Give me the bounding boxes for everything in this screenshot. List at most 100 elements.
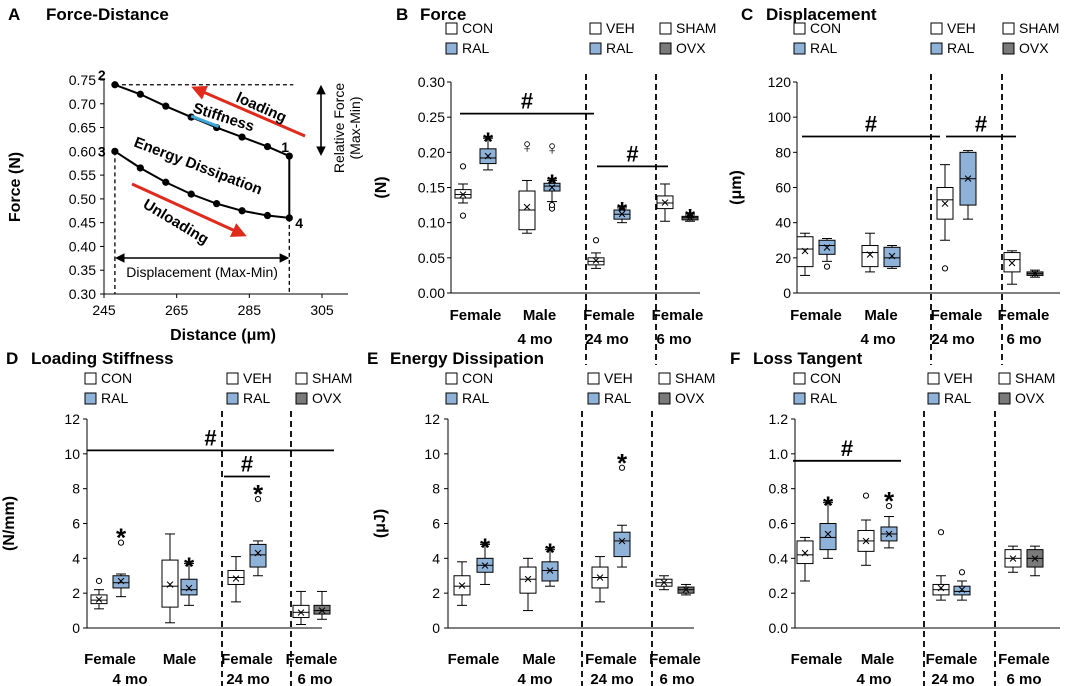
legend-label: SHAM [1019,20,1059,36]
category-label: Male [864,307,897,324]
legend-label: RAL [944,390,971,406]
box-sham [1003,252,1021,273]
legend-label: RAL [243,390,270,406]
box-ral [479,148,497,165]
panel-title: Energy Dissipation [390,349,544,368]
mean-marker: × [618,206,627,223]
box-con [796,236,814,268]
category-label: Female [84,651,136,668]
mean-marker: × [546,563,555,580]
legend-swatch [84,372,97,385]
outlier-point [548,201,556,209]
legend-label: RAL [810,40,837,56]
legend-swatch [589,42,602,55]
panel-title: Force-Distance [46,5,169,24]
category-label: Male [523,307,556,324]
y-tick-label: 1.2 [769,411,789,427]
age-label: 24 mo [931,331,974,348]
mean-marker: × [254,545,263,562]
x-tick-label: 285 [238,302,262,318]
box-ral [543,182,561,192]
y-tick-label: 0.75 [69,72,96,88]
legend-label: CON [810,370,841,386]
outlier-point [937,529,945,536]
age-label: 4 mo [856,671,891,686]
data-point [111,147,119,155]
category-label: Female [926,651,978,668]
outlier-point [823,263,831,270]
panel-letter: E [367,349,378,368]
legend-swatch [1002,42,1015,55]
significance-star: * [116,523,127,553]
mean-marker: × [95,591,104,608]
significance-star: * [685,203,696,233]
mean-marker: × [548,180,557,197]
outlier-point [618,464,626,471]
y-tick-label: 0 [783,285,791,301]
legend-swatch [793,22,806,35]
panel-d: D Loading StiffnessCONRALVEHRALSHAMOVX024… [1,349,352,686]
mean-marker: × [823,239,832,256]
legend-label: SHAM [676,20,716,36]
legend-label: CON [462,20,493,36]
unloading-arrow [131,182,247,237]
data-point [263,211,272,220]
panel-title: Displacement [766,5,877,24]
age-label: 4 mo [860,331,895,348]
y-tick-label: 20 [775,250,791,266]
y-axis-label: (N/mm) [1,496,18,551]
y-tick-label: 0.50 [69,191,96,207]
mean-marker: × [682,582,691,599]
mean-marker: × [964,171,973,188]
hash-symbol: # [975,112,987,137]
legend-swatch [658,392,671,405]
y-tick-label: 8 [432,481,440,497]
y-tick-label: 2 [432,585,440,601]
panel-letter: D [6,349,18,368]
legend-label: SHAM [312,370,352,386]
legend-label: OVX [312,390,342,406]
mean-marker: × [484,148,493,165]
legend-swatch [445,42,458,55]
legend-swatch [930,22,943,35]
displacement-label: Displacement (Max-Min) [126,264,278,280]
y-tick-label: 8 [72,481,80,497]
mean-marker: × [686,210,695,227]
mean-marker: × [481,557,490,574]
mean-marker: × [232,570,241,587]
y-axis-label: (N) [373,176,390,198]
hash-symbol: # [241,451,253,476]
y-tick-label: 0.30 [69,286,96,302]
data-point [238,207,246,215]
legend-label: CON [810,20,841,36]
significance-star: * [617,448,628,478]
category-label: Female [652,307,704,324]
data-point [238,133,246,141]
legend-label: VEH [944,370,973,386]
y-tick-label: 0.8 [769,481,789,497]
panel-title: Force [420,5,466,24]
female-symbol: ♀ [545,137,560,159]
outlier-point [95,577,103,585]
significance-star: * [884,486,895,516]
legend-label: CON [101,370,132,386]
mean-marker: × [618,533,627,550]
legend-swatch [793,392,806,405]
y-tick-label: 2 [72,585,80,601]
y-tick-label: 0 [72,620,80,636]
box-ral [541,561,559,582]
category-label: Female [221,651,273,668]
age-label: 6 mo [659,671,694,686]
data-point [263,142,272,151]
y-tick-label: 0.55 [69,167,96,183]
data-point [136,90,144,98]
y-tick-label: 120 [768,74,792,90]
hash-symbol: # [521,89,533,114]
hash-symbol: # [865,112,877,137]
legend-label: SHAM [675,370,715,386]
stiffness-segment [190,114,220,128]
significance-star: * [617,196,628,226]
mean-marker: × [117,573,126,590]
